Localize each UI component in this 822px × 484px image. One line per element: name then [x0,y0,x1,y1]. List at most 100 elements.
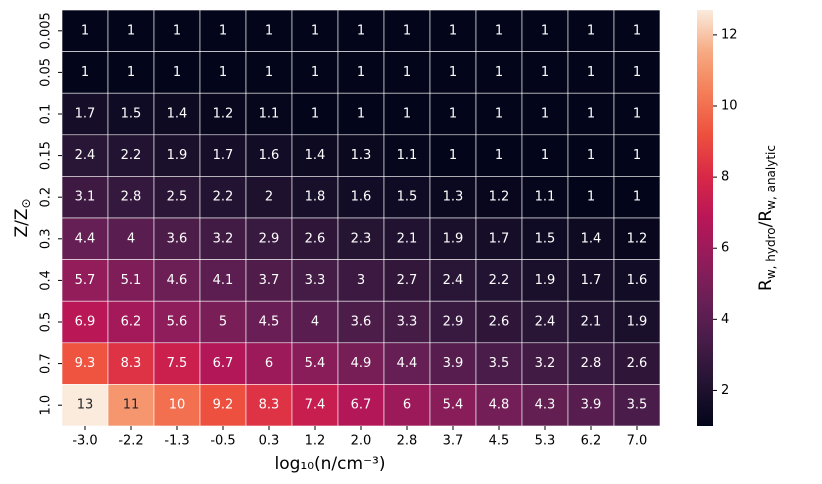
cell-label: 2.1 [581,315,602,330]
colorbar-tick-label: 6 [721,241,729,256]
cell-label: 2.3 [351,231,372,246]
heatmap-cell [383,9,431,52]
heatmap-cell [61,134,109,177]
cell-label: 9.3 [75,356,96,371]
x-tick-label: -3.0 [72,434,97,449]
heatmap-cell [567,300,615,344]
colorbar-tick-label: 10 [721,99,738,114]
heatmap-cell [567,217,615,260]
heatmap-cell [199,384,247,427]
heatmap-cell [567,176,615,219]
cell-label: 2 [265,190,273,205]
cell-label: 1.1 [259,107,280,122]
cell-label: 1.5 [121,107,142,122]
cbar-label-sub: w, hydro [764,227,778,279]
cell-label: 1 [495,65,503,80]
y-tick-label: 0.15 [39,141,54,170]
heatmap-cell [337,259,385,302]
heatmap-cell [61,92,109,136]
cell-label: 1.8 [305,190,326,205]
heatmap-cell [429,342,477,385]
cell-label: 4.9 [351,356,372,371]
heatmap-cell [291,9,339,52]
x-tick-label: 2.8 [397,434,418,449]
heatmap-cell [475,51,523,94]
cell-label: 1 [403,107,411,122]
cell-label: 4.4 [75,231,96,246]
cell-label: 7.4 [305,398,326,413]
heatmap-cell [475,217,523,260]
cell-label: 7.5 [167,356,188,371]
heatmap-cell [383,134,431,177]
heatmap-cell [245,92,293,136]
heatmap-cell [153,51,201,94]
heatmap-cell [153,342,201,385]
cell-label: 2.8 [581,356,602,371]
cell-label: 4.3 [535,398,556,413]
cell-label: 1.2 [627,231,648,246]
cell-label: 3 [357,273,365,288]
cell-label: 4 [311,315,319,330]
heatmap-cell [613,134,661,177]
heatmap-cell [199,342,247,385]
x-tick-label: 1.2 [305,434,326,449]
heatmap-cell [613,259,661,302]
cell-label: 1.1 [535,190,556,205]
cell-label: 1 [127,65,135,80]
cell-label: 1.2 [213,107,234,122]
cell-label: 1 [81,65,89,80]
x-tick-label: -2.2 [118,434,143,449]
cell-label: 1 [311,65,319,80]
cell-label: 1.7 [489,231,510,246]
heatmap-cell [429,176,477,219]
cell-label: 1 [127,23,135,38]
heatmap-cell [337,300,385,344]
heatmap-cell [613,217,661,260]
colorbar-label: Rw, hydro/Rw, analytic [756,145,778,291]
heatmap-cell [153,259,201,302]
heatmap-cell [521,259,569,302]
heatmap-cell [199,300,247,344]
x-tick-label: 0.3 [259,434,280,449]
cbar-label-part: /R [756,210,776,228]
heatmap-cell [337,134,385,177]
cell-label: 1.4 [581,231,602,246]
cell-label: 6.2 [121,315,142,330]
cell-label: 4.6 [167,273,188,288]
heatmap-cell [199,51,247,94]
cell-label: 2.9 [443,315,464,330]
y-tick-label: 0.2 [39,187,54,208]
heatmap-cell [429,300,477,344]
cell-label: 13 [77,398,94,413]
cell-label: 1.6 [259,148,280,163]
cell-label: 5.6 [167,315,188,330]
heatmap-cell [429,134,477,177]
cell-label: 5.7 [75,273,96,288]
cell-label: 3.9 [581,398,602,413]
cell-label: 2.1 [397,231,418,246]
cell-label: 1 [173,23,181,38]
colorbar [697,10,713,426]
x-tick-label: -0.5 [210,434,235,449]
heatmap-cell [199,134,247,177]
cell-label: 1.6 [351,190,372,205]
y-tick-label: 0.05 [39,58,54,87]
heatmap-cell [475,259,523,302]
heatmap-cell [291,259,339,302]
cell-label: 6.7 [213,356,234,371]
cbar-label-sub: w, analytic [764,145,778,210]
heatmap-cell [61,259,109,302]
heatmap-cell [107,9,155,52]
cell-label: 5.1 [121,273,142,288]
cell-label: 1 [311,107,319,122]
cell-label: 1 [495,107,503,122]
colorbar-tick-label: 4 [721,312,729,327]
cell-label: 2.2 [213,190,234,205]
heatmap-cell [153,300,201,344]
cell-label: 1.4 [167,107,188,122]
heatmap-cell [475,9,523,52]
y-tick-label: 0.005 [39,12,54,49]
heatmap-cell [613,51,661,94]
cell-label: 1 [311,23,319,38]
x-tick-label: 7.0 [627,434,648,449]
